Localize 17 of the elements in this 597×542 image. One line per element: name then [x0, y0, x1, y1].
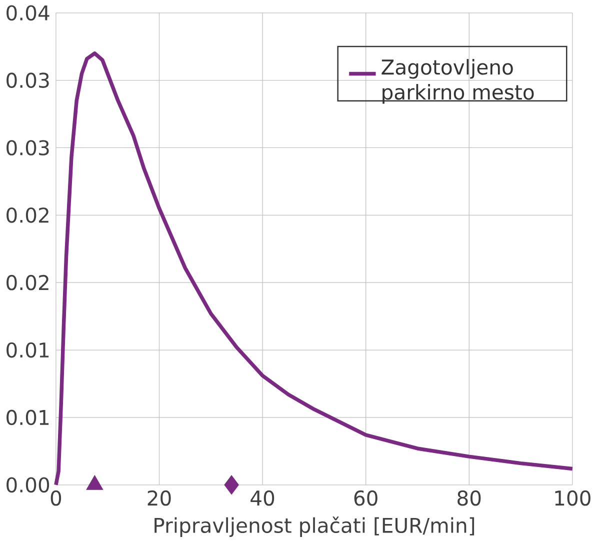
line-series — [54, 51, 574, 487]
x-tick-label: 0 — [50, 490, 62, 506]
y-tick-label: 0.02 — [6, 274, 48, 290]
x-tick-label: 60 — [354, 490, 378, 506]
y-tick-label: 0.01 — [6, 342, 49, 358]
x-tick-label: 80 — [458, 490, 481, 506]
x-tick-label: 40 — [250, 490, 274, 506]
y-tick-label: 0.04 — [6, 5, 50, 20]
x-tick-label: 20 — [148, 490, 171, 506]
y-tick-label: 0.03 — [6, 72, 49, 88]
y-tick-label: 0.02 — [6, 207, 48, 223]
y-tick-label: 0.01 — [6, 410, 49, 426]
legend-label: Zagotovljeno parkirno mesto — [382, 58, 534, 104]
x-axis-title: Pripravljenost plačati [EUR/min] — [154, 516, 474, 537]
y-tick-label: 0.00 — [6, 477, 50, 492]
y-tick-label: 0.03 — [6, 140, 49, 156]
x-tick-label: 100 — [555, 490, 590, 506]
